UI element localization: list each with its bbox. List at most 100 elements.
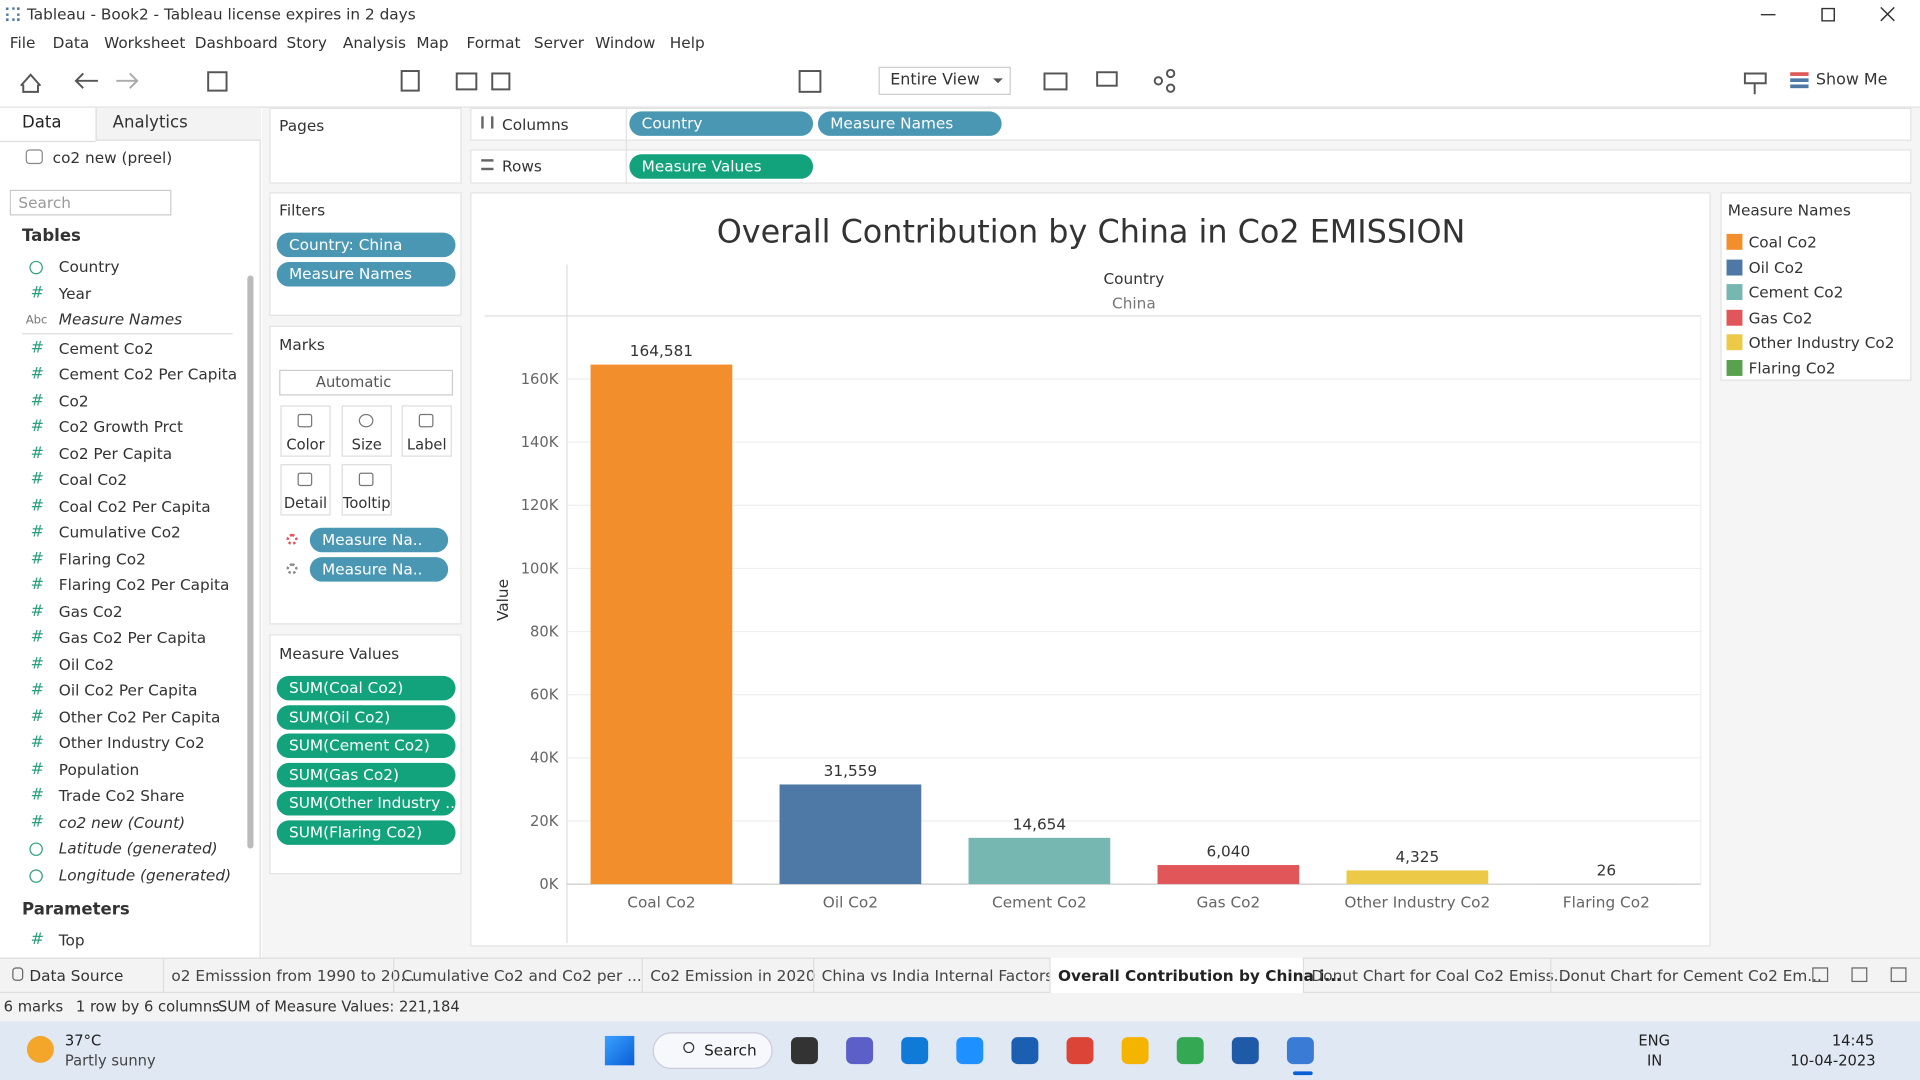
field[interactable]: Oil Co2 — [58, 654, 114, 673]
new-sheet-button[interactable] — [1812, 967, 1829, 983]
field[interactable]: Other Co2 Per Capita — [58, 707, 221, 726]
field[interactable]: Other Industry Co2 — [58, 733, 205, 752]
format-painter-icon[interactable] — [1743, 72, 1767, 95]
marks-button[interactable] — [341, 464, 392, 516]
marks-button-label[interactable]: Color — [286, 435, 325, 454]
tab-frame[interactable] — [1302, 957, 1550, 994]
marks-button-label[interactable]: Size — [351, 435, 382, 454]
menu-item[interactable]: Data — [52, 33, 90, 52]
menu-item[interactable]: Map — [416, 33, 449, 52]
pill[interactable]: Measure Names — [276, 262, 456, 287]
field[interactable]: Flaring Co2 — [58, 549, 146, 568]
taskbar-app[interactable] — [1011, 1037, 1039, 1065]
clear-icon[interactable] — [491, 72, 511, 91]
field[interactable]: Measure Names — [58, 309, 183, 329]
taskbar-app[interactable] — [846, 1037, 874, 1065]
show-me-icon[interactable] — [1790, 72, 1809, 76]
search-pill[interactable] — [652, 1032, 773, 1069]
menu-item[interactable]: Story — [286, 33, 327, 52]
menu-item[interactable]: Server — [533, 33, 585, 52]
menu-item[interactable]: Help — [669, 33, 705, 52]
menu-item[interactable]: Worksheet — [104, 33, 186, 52]
legend-entry[interactable]: Gas Co2 — [1748, 307, 1813, 327]
pill[interactable]: SUM(Flaring Co2) — [276, 820, 456, 845]
pill[interactable]: SUM(Oil Co2) — [276, 704, 456, 730]
back-icon[interactable] — [74, 72, 98, 89]
field[interactable]: Co2 — [58, 391, 89, 410]
legend-entry[interactable]: Cement Co2 — [1748, 282, 1844, 302]
tab-frame[interactable] — [641, 957, 813, 994]
pane-tab[interactable]: Data — [22, 112, 62, 133]
field[interactable]: Population — [58, 759, 140, 779]
field[interactable]: co2 new (Count) — [58, 812, 186, 831]
taskbar-app[interactable] — [1121, 1037, 1149, 1065]
field[interactable]: Gas Co2 — [58, 601, 123, 621]
legend-entry[interactable]: Other Industry Co2 — [1748, 333, 1895, 352]
pill[interactable]: SUM(Cement Co2) — [276, 733, 456, 759]
taskbar-app[interactable] — [1286, 1037, 1314, 1065]
field[interactable]: Coal Co2 — [58, 470, 128, 489]
field[interactable]: Year — [58, 283, 92, 302]
pill[interactable]: Measure Na.. — [309, 557, 449, 582]
taskbar-app[interactable] — [791, 1037, 818, 1065]
marks-button[interactable] — [280, 464, 331, 516]
pill[interactable]: SUM(Coal Co2) — [276, 675, 456, 701]
mark-type[interactable]: Automatic — [315, 373, 392, 391]
field[interactable]: Country — [58, 257, 120, 276]
field[interactable]: Coal Co2 Per Capita — [58, 496, 211, 515]
field[interactable]: Flaring Co2 Per Capita — [58, 575, 230, 594]
forward-icon[interactable] — [116, 72, 139, 89]
menu-item[interactable]: Format — [466, 33, 521, 52]
label-toggle[interactable] — [798, 70, 822, 93]
sheet-tab[interactable]: Donut Chart for Coal Co2 Emiss... — [1311, 966, 1569, 985]
taskbar-app[interactable] — [901, 1037, 929, 1065]
pane-tab[interactable]: Analytics — [112, 112, 188, 133]
fit-dropdown[interactable] — [878, 66, 1011, 95]
data-source-tab[interactable]: Data Source — [29, 966, 124, 985]
field[interactable]: Trade Co2 Share — [58, 786, 185, 805]
legend-entry[interactable]: Flaring Co2 — [1748, 358, 1836, 377]
sheet-tab[interactable]: Cumulative Co2 and Co2 per ... — [401, 966, 642, 985]
sheet-tab[interactable]: o2 Emisssion from 1990 to 20... — [171, 966, 415, 985]
tab-frame[interactable] — [393, 957, 642, 994]
pill[interactable]: SUM(Gas Co2) — [276, 762, 456, 788]
field[interactable]: Oil Co2 Per Capita — [58, 680, 198, 700]
sheet-tab[interactable]: Donut Chart for Cement Co2 Em... — [1558, 966, 1822, 985]
menu-item[interactable]: File — [9, 33, 36, 52]
presentation-icon[interactable] — [1096, 71, 1118, 87]
tab-frame[interactable] — [1049, 957, 1303, 994]
search-box[interactable] — [9, 189, 172, 216]
fit-label[interactable]: Entire View — [890, 71, 980, 90]
sheet-tab[interactable]: Co2 Emission in 2020 — [650, 966, 816, 985]
cards-icon[interactable] — [1043, 72, 1068, 91]
pill[interactable]: Country: China — [276, 232, 456, 258]
new-sheet-button[interactable] — [1851, 967, 1868, 983]
pill[interactable]: Measure Na.. — [309, 527, 449, 553]
taskbar-app[interactable] — [956, 1037, 984, 1065]
field[interactable]: Co2 Per Capita — [58, 443, 173, 463]
sheet-tab[interactable]: China vs India Internal Factors — [821, 966, 1054, 985]
field[interactable]: Cumulative Co2 — [58, 522, 181, 542]
window-controls[interactable] — [1760, 6, 1895, 22]
marks-button-label[interactable]: Label — [406, 435, 447, 454]
tab-frame[interactable] — [1550, 957, 1802, 994]
marks-button-label[interactable]: Detail — [283, 494, 328, 512]
pill[interactable]: SUM(Other Industry .. — [276, 791, 456, 816]
data-source[interactable]: co2 new (preel) — [52, 148, 173, 167]
field[interactable]: Gas Co2 Per Capita — [58, 628, 207, 647]
field[interactable]: Latitude (generated) — [58, 838, 218, 858]
field[interactable]: Longitude (generated) — [58, 865, 232, 884]
home-icon[interactable] — [20, 73, 42, 93]
tab-frame[interactable] — [162, 957, 393, 994]
pill[interactable]: Country — [629, 111, 814, 136]
menu-item[interactable]: Window — [595, 33, 656, 52]
duplicate-icon[interactable] — [455, 72, 478, 91]
pill[interactable]: Measure Names — [817, 111, 1002, 136]
field[interactable]: Cement Co2 Per Capita — [58, 364, 238, 384]
taskbar-app[interactable] — [1066, 1037, 1094, 1065]
start-button[interactable] — [604, 1035, 635, 1066]
legend-entry[interactable]: Coal Co2 — [1748, 232, 1817, 252]
field[interactable]: Cement Co2 — [58, 338, 154, 357]
show-me[interactable]: Show Me — [1815, 71, 1888, 90]
pill[interactable]: Measure Values — [629, 154, 814, 179]
